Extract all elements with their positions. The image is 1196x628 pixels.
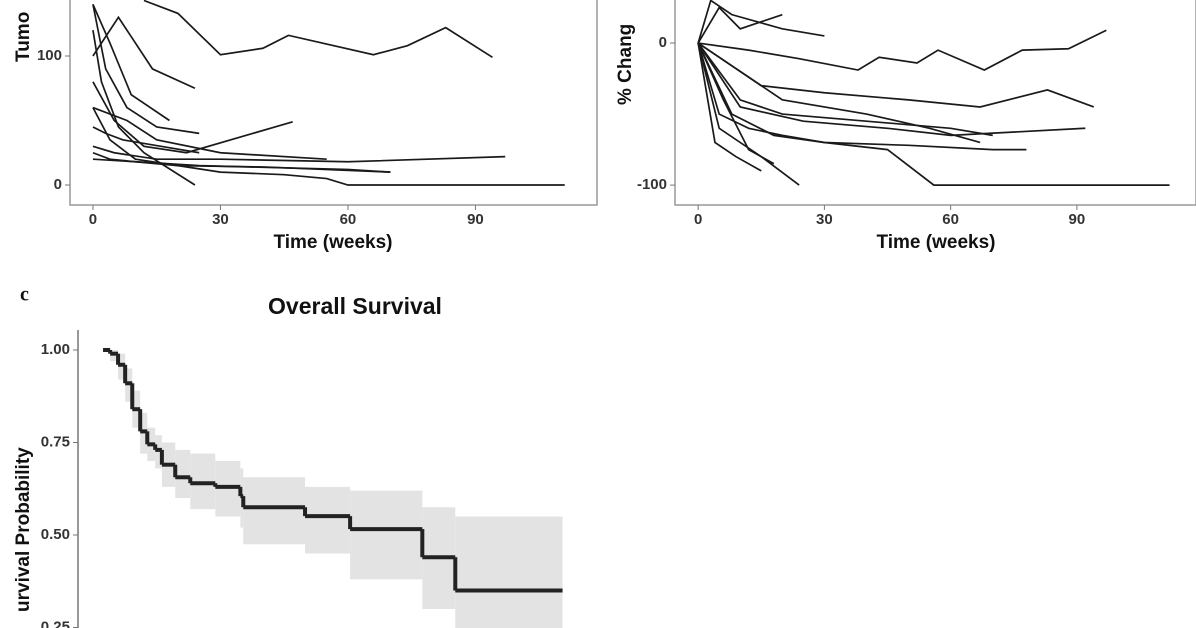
ci-band	[305, 486, 351, 554]
tumor-line	[697, 42, 1027, 151]
tumor-line	[697, 42, 775, 165]
y-tick-label: 0.50	[41, 526, 70, 543]
x-axis-title: Time (weeks)	[877, 232, 996, 253]
tumor-line	[92, 106, 327, 161]
tumor-line	[697, 6, 783, 44]
tumor-line	[92, 126, 200, 154]
y-axis-title: % Chang	[615, 24, 636, 105]
tumor-line	[697, 42, 800, 186]
x-tick-label: 0	[694, 211, 702, 228]
tumor-line	[92, 15, 196, 90]
tumor-line	[697, 42, 1086, 137]
y-axis-title: Tumo	[13, 12, 34, 62]
tumor-line	[92, 81, 293, 154]
chart-title: Overall Survival	[268, 293, 442, 319]
ci-band	[350, 490, 423, 580]
x-axis-title: Time (weeks)	[274, 232, 393, 253]
x-tick-label: 0	[89, 211, 97, 228]
tumor-line	[92, 4, 200, 135]
panel-label: c	[20, 284, 29, 306]
tumor-line	[92, 107, 565, 186]
ci-band	[243, 477, 306, 545]
tumor-line	[92, 145, 506, 163]
y-tick-label: -100	[637, 176, 667, 193]
x-tick-label: 60	[942, 211, 959, 228]
y-axis-title: urvival Probability	[13, 447, 34, 612]
tumor-line	[143, 0, 493, 58]
x-tick-label: 30	[212, 211, 229, 228]
tumor-line	[697, 42, 993, 137]
tumor-line	[697, 0, 825, 44]
y-tick-label: 1.00	[41, 341, 70, 358]
y-tick-label: 0	[54, 176, 62, 193]
x-tick-label: 30	[816, 211, 833, 228]
ci-band	[455, 516, 563, 628]
y-tick-label: 0.75	[41, 433, 70, 450]
y-tick-label: 0	[659, 34, 667, 51]
tumor-line	[698, 29, 1107, 71]
x-tick-label: 60	[340, 211, 357, 228]
y-tick-label: 100	[37, 47, 62, 64]
panel-frame	[69, 0, 598, 206]
x-tick-label: 90	[1069, 211, 1086, 228]
x-tick-label: 90	[467, 211, 484, 228]
ci-band	[175, 449, 191, 498]
tumor-line	[697, 42, 762, 172]
panel-frame	[674, 0, 1196, 206]
tumor-line	[697, 42, 1095, 108]
y-tick-label: 0.25	[41, 618, 70, 628]
tumor-line	[92, 4, 170, 122]
tumor-line	[92, 158, 391, 173]
tumor-line	[697, 42, 981, 144]
